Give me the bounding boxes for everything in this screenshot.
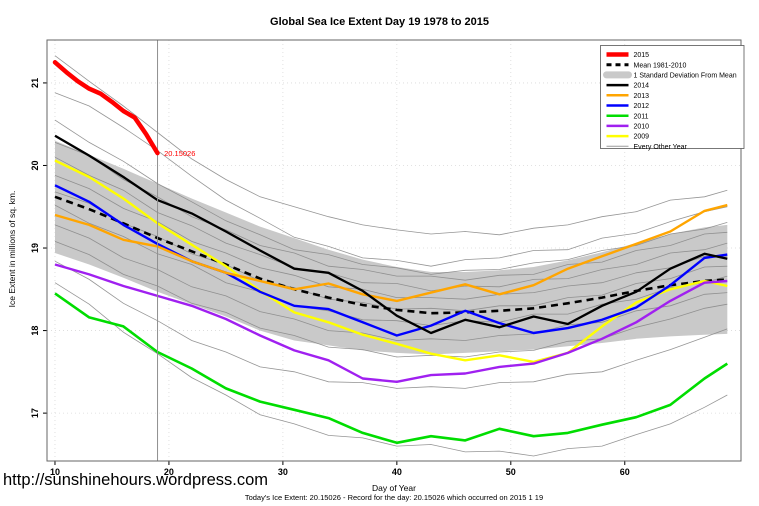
background-year-line — [54, 156, 728, 292]
background-year-line — [54, 241, 728, 358]
series-line-2011 — [54, 292, 729, 445]
y-tick-label: 17 — [30, 408, 40, 418]
series-line-2010 — [54, 263, 728, 383]
legend-label: 2009 — [634, 134, 650, 141]
record-annotation: 20.15026 — [164, 149, 195, 158]
legend-label: 2015 — [634, 52, 650, 59]
band-std-dev — [55, 140, 728, 355]
background-year-line — [54, 282, 728, 457]
legend-label: 2011 — [634, 113, 649, 120]
y-tick-label: 19 — [30, 243, 40, 253]
legend-label: 2010 — [634, 124, 650, 131]
footer-link[interactable]: http://sunshinehours.wordpress.com — [3, 471, 269, 489]
x-tick-label: 50 — [506, 467, 516, 477]
legend-label: 2012 — [634, 103, 650, 110]
x-tick-label: 40 — [392, 467, 402, 477]
legend-label: Mean 1981-2010 — [634, 62, 687, 69]
x-tick-label: 10 — [50, 467, 60, 477]
x-axis-label: Day of Year — [372, 483, 416, 493]
background-year-line — [54, 260, 728, 389]
background-year-line — [54, 175, 728, 300]
legend-label: Every Other Year — [634, 144, 688, 151]
legend-label: 2013 — [634, 93, 650, 100]
background-year-line — [54, 92, 728, 267]
series-line-2013 — [54, 203, 728, 303]
x-tick-label: 60 — [620, 467, 630, 477]
plot-border — [46, 39, 742, 462]
background-year-line — [54, 224, 728, 341]
y-tick-label: 21 — [30, 78, 40, 88]
series-line-2012 — [54, 184, 728, 337]
legend-label: 2014 — [634, 83, 650, 90]
series-line-mean-1981-2010 — [54, 195, 728, 315]
legend-label: 1 Standard Deviation From Mean — [634, 73, 737, 80]
y-tick-label: 20 — [30, 160, 40, 170]
background-year-line — [54, 55, 728, 236]
chart-title: Global Sea Ice Extent Day 19 1978 to 201… — [270, 16, 489, 28]
legend-box — [600, 45, 745, 149]
record-caption: Today's Ice Extent: 20.15026 - Record fo… — [244, 492, 544, 502]
x-tick-label: 20 — [164, 467, 174, 477]
y-tick-label: 18 — [30, 326, 40, 336]
x-tick-label: 30 — [278, 467, 288, 477]
series-line-2015 — [52, 60, 160, 156]
background-year-line — [54, 204, 728, 327]
series-line-2014 — [54, 134, 728, 335]
